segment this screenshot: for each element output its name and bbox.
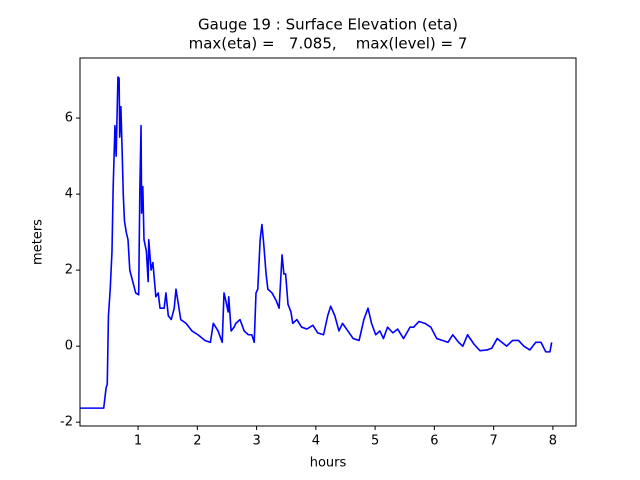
x-tick-label: 5 [371, 434, 379, 449]
y-tick-label: 0 [65, 339, 73, 354]
y-tick-label: 6 [65, 111, 73, 126]
x-tick-label: 8 [549, 434, 557, 449]
x-tick-label: 7 [489, 434, 497, 449]
y-tick-label: -2 [60, 415, 73, 430]
x-tick-label: 6 [430, 434, 438, 449]
plot-frame [79, 57, 577, 427]
chart-title: Gauge 19 : Surface Elevation (eta) [198, 16, 458, 34]
x-tick-label: 4 [312, 434, 320, 449]
x-tick-label: 1 [134, 434, 142, 449]
x-tick-label: 2 [193, 434, 201, 449]
data-line [80, 76, 553, 409]
y-tick-label: 2 [65, 263, 73, 278]
x-tick-label: 3 [252, 434, 260, 449]
y-tick-label: 4 [65, 187, 73, 202]
chart-subtitle: max(eta) = 7.085, max(level) = 7 [189, 35, 468, 53]
x-axis-label: hours [310, 456, 347, 471]
y-axis-label: meters [31, 219, 46, 265]
